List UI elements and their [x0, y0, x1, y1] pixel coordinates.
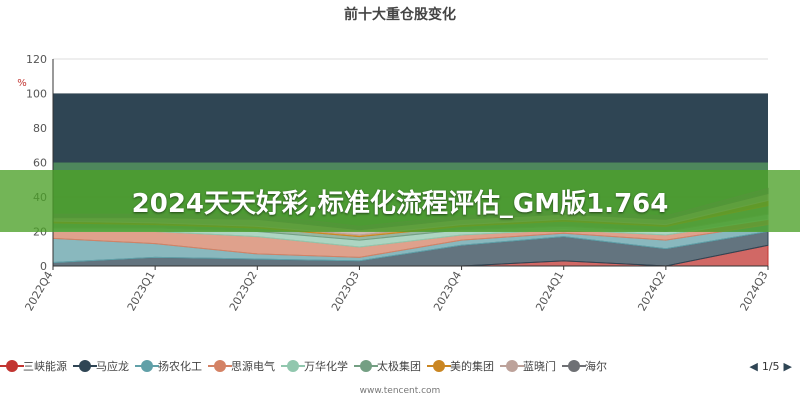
y-tick-label: 100 — [26, 88, 47, 101]
overlay-banner: 2024天天好彩,标准化流程评估_GM版1.764 — [0, 170, 800, 232]
pager-prev-icon[interactable]: ◀ — [749, 359, 758, 373]
x-tick-label: 2024Q2 — [635, 269, 668, 313]
y-axis-label: % — [17, 78, 27, 89]
legend-swatch — [354, 360, 378, 372]
legend-swatch — [0, 360, 24, 372]
legend-label: 蓝晓门 — [523, 360, 556, 373]
y-tick-label: 120 — [26, 53, 47, 66]
legend-pager: ◀ 1/5 ▶ — [745, 352, 796, 380]
legend-item[interactable]: 马应龙 — [73, 358, 129, 374]
background-area — [53, 93, 768, 163]
legend: 三峡能源 马应龙 扬农化工 思源电气 万华化学 太极集团 美的集团 蓝晓门 海尔 ◀ 1/5 ▶ — [0, 352, 800, 380]
legend-swatch — [135, 360, 159, 372]
legend-item[interactable]: 思源电气 — [208, 358, 275, 374]
legend-label: 太极集团 — [377, 360, 421, 373]
legend-item[interactable]: 美的集团 — [427, 358, 494, 374]
pager-label: 1/5 — [761, 359, 780, 373]
legend-swatch — [500, 360, 524, 372]
y-tick-label: 80 — [33, 122, 47, 135]
legend-label: 美的集团 — [450, 360, 494, 373]
chart-title: 前十大重仓股变化 — [344, 6, 456, 23]
footer-note: www.tencent.com — [359, 386, 441, 396]
legend-label: 万华化学 — [304, 360, 348, 373]
legend-item[interactable]: 太极集团 — [354, 358, 421, 374]
legend-swatch — [73, 360, 97, 372]
legend-label: 扬农化工 — [158, 360, 202, 373]
legend-label: 马应龙 — [96, 360, 129, 373]
overlay-text: 2024天天好彩,标准化流程评估_GM版1.764 — [131, 188, 669, 219]
legend-swatch — [208, 360, 232, 372]
x-tick-label: 2022Q4 — [23, 269, 56, 313]
x-tick-label: 2023Q3 — [329, 269, 362, 313]
legend-item[interactable]: 扬农化工 — [135, 358, 202, 374]
legend-item[interactable]: 万华化学 — [281, 358, 348, 374]
x-tick-label: 2023Q4 — [431, 269, 464, 313]
legend-items: 三峡能源 马应龙 扬农化工 思源电气 万华化学 太极集团 美的集团 蓝晓门 海尔 — [0, 358, 619, 374]
pager-next-icon[interactable]: ▶ — [783, 359, 792, 373]
legend-swatch — [562, 360, 586, 372]
legend-swatch — [281, 360, 305, 372]
legend-label: 思源电气 — [231, 360, 275, 373]
legend-item[interactable]: 海尔 — [562, 358, 607, 374]
legend-label: 三峡能源 — [23, 360, 67, 373]
x-tick-label: 2024Q1 — [533, 269, 566, 313]
x-tick-label: 2023Q1 — [125, 269, 158, 313]
y-tick-label: 60 — [33, 157, 47, 170]
y-tick-label: 0 — [40, 260, 47, 273]
legend-label: 海尔 — [585, 360, 607, 373]
x-tick-label: 2024Q3 — [738, 269, 771, 313]
x-tick-label: 2023Q2 — [227, 269, 260, 313]
legend-item[interactable]: 三峡能源 — [0, 358, 67, 374]
legend-swatch — [427, 360, 451, 372]
legend-item[interactable]: 蓝晓门 — [500, 358, 556, 374]
